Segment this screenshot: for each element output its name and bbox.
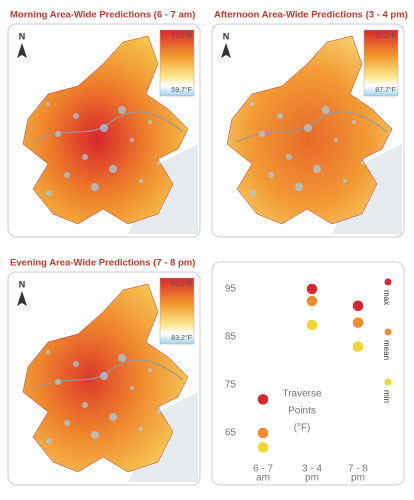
- cool-spot: [109, 413, 117, 421]
- point: [257, 441, 269, 454]
- river: [32, 111, 184, 143]
- annotation: (°F): [294, 423, 311, 434]
- legend-label: mean: [382, 340, 391, 360]
- cool-spot: [82, 402, 88, 408]
- scale-min: 59.7°F: [171, 86, 192, 94]
- cool-spot: [277, 113, 283, 119]
- annotation: Traverse: [282, 389, 322, 400]
- scale-min: 83.2°F: [171, 334, 192, 342]
- cool-spot: [73, 113, 79, 119]
- cool-spot: [46, 190, 52, 196]
- cool-spot: [268, 172, 274, 178]
- cool-spot: [157, 409, 161, 413]
- legend-swatch: [384, 278, 392, 286]
- cool-spot: [64, 420, 70, 426]
- cool-spot: [334, 138, 338, 142]
- cool-spot: [118, 106, 126, 114]
- x-tick-label: 6 - 7: [253, 464, 273, 475]
- point: [352, 300, 364, 312]
- cool-spot: [139, 427, 143, 431]
- north-arrow: [17, 43, 27, 58]
- legend-swatch: [384, 378, 392, 386]
- cool-spot: [100, 372, 108, 380]
- cool-spot: [46, 102, 50, 106]
- point: [352, 316, 364, 329]
- legend-label: max: [382, 290, 391, 305]
- north-arrow: [17, 291, 27, 306]
- legend-swatch: [384, 328, 392, 336]
- cool-spot: [109, 165, 117, 173]
- color-scale: [159, 29, 195, 97]
- x-tick-label: 7 - 8: [348, 464, 368, 475]
- y-tick-label: 65: [225, 428, 237, 439]
- cool-spot: [157, 161, 161, 165]
- cool-spot: [118, 354, 126, 362]
- scale-max: 95.2°F: [375, 32, 396, 40]
- x-tick-sub: am: [256, 473, 270, 484]
- cool-spot: [259, 131, 265, 137]
- cool-spot: [286, 154, 292, 160]
- cool-spot: [130, 386, 134, 390]
- color-scale: [363, 29, 399, 97]
- cool-spot: [100, 124, 108, 132]
- point: [306, 283, 318, 295]
- cool-spot: [343, 179, 347, 183]
- scale-max: 71.7°F: [171, 32, 192, 40]
- legend-label: min: [382, 390, 391, 403]
- y-tick-label: 85: [225, 332, 237, 343]
- cool-spot: [352, 120, 356, 124]
- color-scale: [159, 277, 195, 345]
- point: [306, 295, 318, 307]
- x-tick-sub: pm: [305, 473, 319, 484]
- cool-spot: [250, 102, 254, 106]
- map: N 71.7°F 59.7°F: [17, 29, 198, 234]
- cool-spot: [73, 361, 79, 367]
- scale-max: 91.1°F: [171, 280, 192, 288]
- chart-panel: [211, 261, 405, 486]
- map-title: Afternoon Area-Wide Predictions (3 - 4 p…: [214, 10, 408, 21]
- cool-spot: [322, 106, 330, 114]
- map: N 91.1°F 83.2°F: [17, 277, 198, 482]
- map: N 95.2°F 87.7°F: [221, 29, 402, 234]
- cool-spot: [55, 379, 61, 385]
- point: [306, 319, 318, 331]
- cool-spot: [139, 179, 143, 183]
- cool-spot: [55, 131, 61, 137]
- point: [257, 393, 269, 406]
- cool-spot: [64, 172, 70, 178]
- map-title: Morning Area-Wide Predictions (6 - 7 am): [10, 10, 195, 21]
- cool-spot: [91, 431, 99, 439]
- map-title: Evening Area-Wide Predictions (7 - 8 pm): [10, 258, 195, 269]
- cool-spot: [250, 190, 256, 196]
- annotation: Points: [288, 406, 316, 417]
- cool-spot: [46, 438, 52, 444]
- river: [236, 111, 388, 143]
- cool-spot: [304, 124, 312, 132]
- cool-spot: [130, 138, 134, 142]
- point: [257, 427, 269, 439]
- north-label: N: [19, 31, 26, 41]
- y-tick-label: 75: [225, 380, 237, 391]
- point: [352, 340, 364, 353]
- cool-spot: [46, 350, 50, 354]
- x-tick-label: 3 - 4: [302, 464, 322, 475]
- y-tick-label: 95: [225, 284, 237, 295]
- river: [32, 359, 184, 391]
- cool-spot: [313, 165, 321, 173]
- north-label: N: [19, 279, 26, 289]
- north-label: N: [223, 31, 230, 41]
- north-arrow: [221, 43, 231, 58]
- scale-min: 87.7°F: [375, 86, 396, 94]
- x-tick-sub: pm: [351, 473, 365, 484]
- cool-spot: [91, 183, 99, 191]
- cool-spot: [295, 183, 303, 191]
- cool-spot: [148, 120, 152, 124]
- cool-spot: [82, 154, 88, 160]
- cool-spot: [148, 368, 152, 372]
- cool-spot: [361, 161, 365, 165]
